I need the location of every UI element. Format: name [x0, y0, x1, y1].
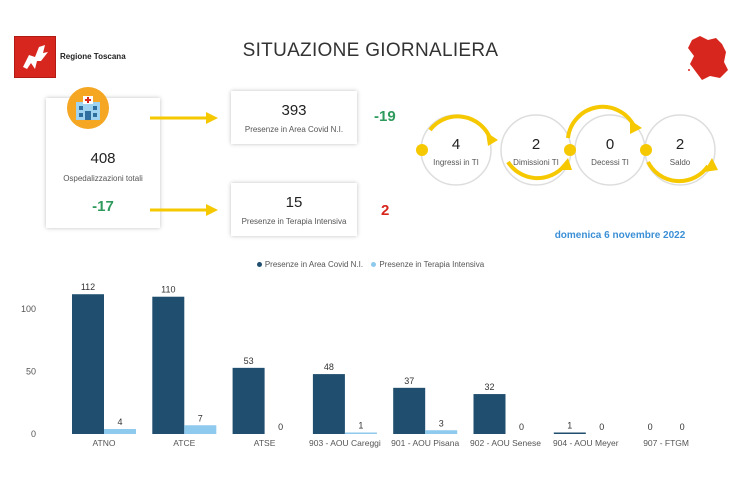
bar-covid — [312, 374, 345, 434]
y-tick-label: 100 — [21, 304, 36, 314]
flow-arc-2 — [506, 160, 566, 181]
pegasus-logo-icon — [23, 45, 48, 69]
dimissioni-label: Dimissioni TI — [513, 158, 559, 167]
arrow-to-covid-icon — [150, 112, 218, 124]
data-label: 1 — [358, 421, 363, 431]
covid-label: Presenze in Area Covid N.I. — [244, 125, 344, 134]
flow-arc-4 — [646, 161, 710, 184]
y-tick-label: 50 — [26, 367, 36, 377]
legend-label-ti: Presenze in Terapia Intensiva — [379, 260, 485, 269]
total-value: 408 — [90, 150, 116, 167]
y-tick-label: 0 — [31, 429, 36, 439]
data-label: 7 — [198, 413, 203, 423]
data-label: 0 — [648, 422, 653, 432]
ti-presence-card: 15 Presenze in Terapia Intensiva — [231, 183, 357, 236]
flow-arc-1 — [428, 114, 492, 139]
x-tick-label: ATCE — [173, 438, 195, 448]
data-label: 0 — [680, 422, 685, 432]
legend-dot-covid-icon — [256, 262, 262, 268]
bar-ti — [344, 432, 377, 434]
bar-covid — [553, 432, 586, 434]
data-label: 0 — [278, 422, 283, 432]
ingressi-value: 4 — [451, 136, 461, 153]
flow-arc-3 — [566, 104, 636, 139]
data-label: 53 — [244, 356, 254, 366]
bar-ti — [425, 430, 458, 434]
bar-ti — [184, 425, 217, 434]
legend-label-covid: Presenze in Area Covid N.I. — [264, 260, 364, 269]
bar-covid — [473, 394, 506, 434]
bar-covid — [393, 387, 426, 434]
chart-legend: Presenze in Area Covid N.I. Presenze in … — [0, 260, 741, 269]
x-tick-label: 901 - AOU Pisana — [391, 438, 459, 448]
data-label: 4 — [117, 417, 122, 427]
region-logo — [14, 36, 56, 78]
tuscany-map-icon — [688, 36, 728, 80]
total-label: Ospedalizzazioni totali — [63, 174, 143, 183]
covid-delta: -19 — [374, 108, 396, 125]
data-label: 110 — [161, 285, 175, 295]
data-label: 32 — [484, 382, 494, 392]
bar-covid — [72, 294, 104, 434]
data-label: 112 — [81, 282, 95, 292]
legend-item-ti: Presenze in Terapia Intensiva — [371, 260, 484, 269]
total-delta: -17 — [92, 198, 114, 215]
data-label: 1 — [567, 421, 572, 431]
ingressi-label: Ingressi in TI — [433, 158, 479, 167]
covid-value: 393 — [281, 102, 307, 119]
x-tick-label: 902 - AOU Senese — [470, 438, 541, 448]
data-label: 0 — [519, 422, 524, 432]
total-hospitalizations-card: 408 Ospedalizzazioni totali -17 — [46, 87, 160, 228]
bar-ti — [104, 429, 136, 434]
bar-covid — [152, 296, 185, 434]
covid-presence-card: 393 Presenze in Area Covid N.I. — [231, 91, 357, 144]
icu-flow-diagram — [416, 104, 718, 186]
legend-item-covid: Presenze in Area Covid N.I. — [256, 260, 366, 269]
data-label: 48 — [324, 362, 334, 372]
ti-label: Presenze in Terapia Intensiva — [241, 217, 347, 226]
data-label: 0 — [599, 422, 604, 432]
dimissioni-value: 2 — [531, 136, 541, 153]
saldo-label: Saldo — [669, 158, 691, 167]
page-title: SITUAZIONE GIORNALIERA — [242, 40, 499, 61]
x-tick-label: 903 - AOU Careggi — [309, 438, 381, 448]
region-name: Regione Toscana — [60, 52, 126, 61]
hospital-icon — [67, 87, 109, 129]
ti-delta: 2 — [381, 202, 390, 219]
date-label: domenica 6 novembre 2022 — [554, 230, 686, 241]
legend-dot-ti-icon — [371, 262, 377, 268]
data-label: 3 — [439, 418, 444, 428]
saldo-value: 2 — [675, 136, 685, 153]
x-tick-label: 907 - FTGM — [643, 438, 689, 448]
decessi-value: 0 — [605, 136, 615, 153]
arrow-to-ti-icon — [150, 204, 218, 216]
x-tick-label: ATNO — [93, 438, 116, 448]
ti-value: 15 — [285, 194, 303, 211]
x-tick-label: 904 - AOU Meyer — [553, 438, 619, 448]
decessi-label: Decessi TI — [591, 158, 629, 167]
data-label: 37 — [404, 376, 414, 386]
x-tick-label: ATSE — [254, 438, 276, 448]
bar-covid — [232, 367, 265, 434]
